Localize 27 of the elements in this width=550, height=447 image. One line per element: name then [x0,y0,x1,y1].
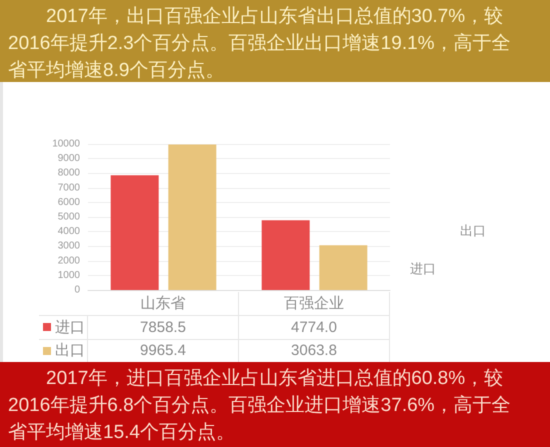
y-tick-label: 4000 [58,226,80,238]
y-tick-label: 6000 [58,196,80,208]
bar [262,220,310,290]
y-tick-label: 1000 [58,270,80,281]
chart-title: 2017年，出口百强企业占山东省出口总值的30.7%，较2016年提升2.3个百分点。百强企业出口增速19.1%，高于全省平均增速8.9个百分点。 [0,0,550,82]
data-label: 7858.5 [88,315,239,339]
y-tick-label: 10000 [52,138,80,150]
legend-label: 进口 [55,318,85,337]
bar [319,245,368,290]
y-tick-label: 3000 [58,240,80,252]
y-tick-label: 0 [74,284,80,296]
legend-label: 出口 [55,341,85,360]
text: 2017年，进口百强企业占山东省进口总值的60.8%，较2016年提升6.8个百分点。百强企业进口增速37.6%，高于全省平均增速15.4个百分点。 [0,362,550,447]
y-tick-label: 8000 [58,168,80,179]
y-tick-label: 5000 [58,212,80,222]
data-label: 4774.0 [239,315,390,339]
bar [168,144,216,290]
text: 进口 [410,261,436,276]
y-tick-label: 7000 [58,182,80,194]
y-tick-label: 2000 [58,255,80,266]
x-tick-label: 百强企业 [239,292,390,316]
data-label: 3063.8 [239,338,390,362]
x-tick-label: 山东省 [88,292,239,316]
y-tick-label: 9000 [58,153,80,164]
data-label: 9965.4 [88,338,239,362]
bar [110,175,159,290]
text: 出口 [460,223,486,238]
